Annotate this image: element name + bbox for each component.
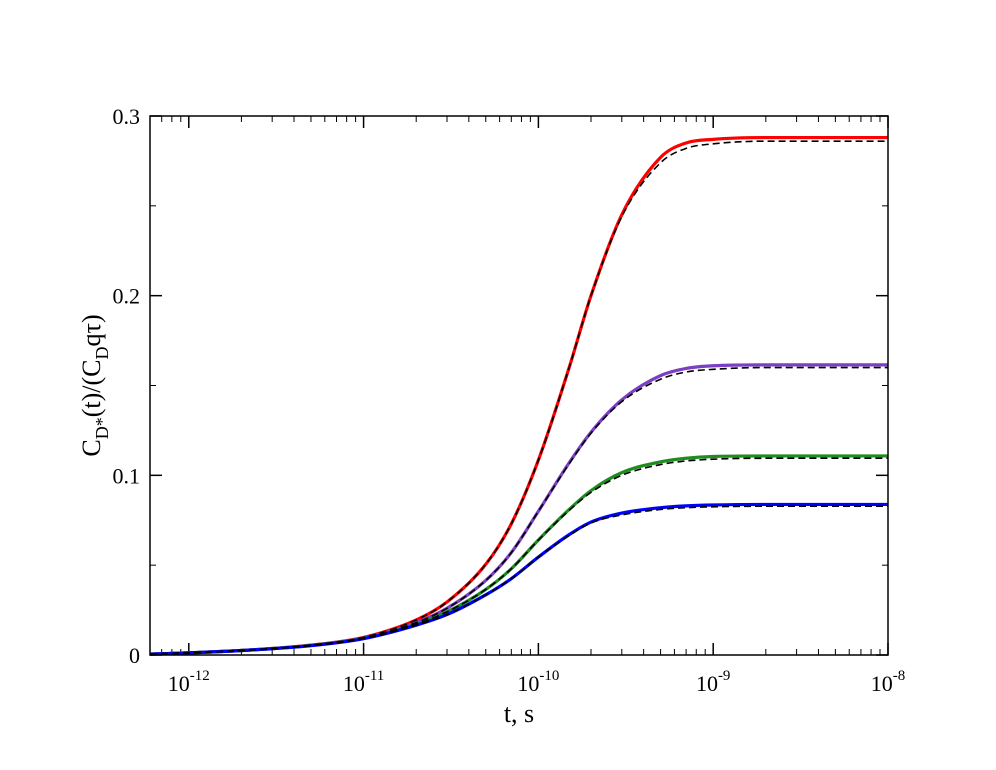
- x-tick-base: 10: [343, 671, 365, 696]
- x-tick-exponent: -9: [718, 668, 731, 684]
- x-axis-title: t, s: [504, 699, 534, 728]
- x-tick-base: 10: [168, 671, 190, 696]
- x-tick-exponent: -8: [893, 668, 906, 684]
- y-axis-title-main: C: [77, 439, 106, 456]
- x-tick-exponent: -12: [190, 668, 210, 684]
- labels-layer: 10-12 10-11 10-10 10-9 10-800.10.20.3: [113, 104, 906, 696]
- series-layer: [149, 135, 888, 656]
- x-tick-label: 10-9: [696, 668, 731, 696]
- y-tick-label: 0.3: [113, 104, 141, 129]
- x-tick-base: 10: [871, 671, 893, 696]
- y-axis-title-sub2: D: [92, 347, 112, 360]
- y-axis-title-mid: (t)/(C: [77, 360, 106, 418]
- y-axis-title-tail: qτ): [77, 314, 106, 346]
- series-line-6: [149, 502, 888, 656]
- series-line-7: [149, 505, 888, 655]
- y-axis-title-sub1: D*: [92, 417, 112, 439]
- series-line-0: [149, 135, 888, 656]
- series-line-5: [149, 457, 888, 655]
- x-tick-base: 10: [517, 671, 539, 696]
- y-tick-label: 0.2: [113, 284, 141, 309]
- x-tick-label: 10-10: [517, 668, 559, 696]
- x-tick-label: 10-11: [343, 668, 384, 696]
- x-tick-exponent: -10: [539, 668, 559, 684]
- series-line-3: [149, 366, 888, 655]
- series-line-4: [149, 454, 888, 656]
- x-tick-label: 10-8: [871, 668, 906, 696]
- y-tick-label: 0: [129, 643, 140, 668]
- series-line-1: [149, 140, 888, 655]
- y-tick-label: 0.1: [113, 463, 141, 488]
- x-tick-base: 10: [696, 671, 718, 696]
- y-axis-title: CD*(t)/(CDqτ): [77, 314, 112, 456]
- x-tick-exponent: -11: [365, 668, 384, 684]
- plot-frame: [149, 115, 889, 656]
- x-tick-label: 10-12: [168, 668, 210, 696]
